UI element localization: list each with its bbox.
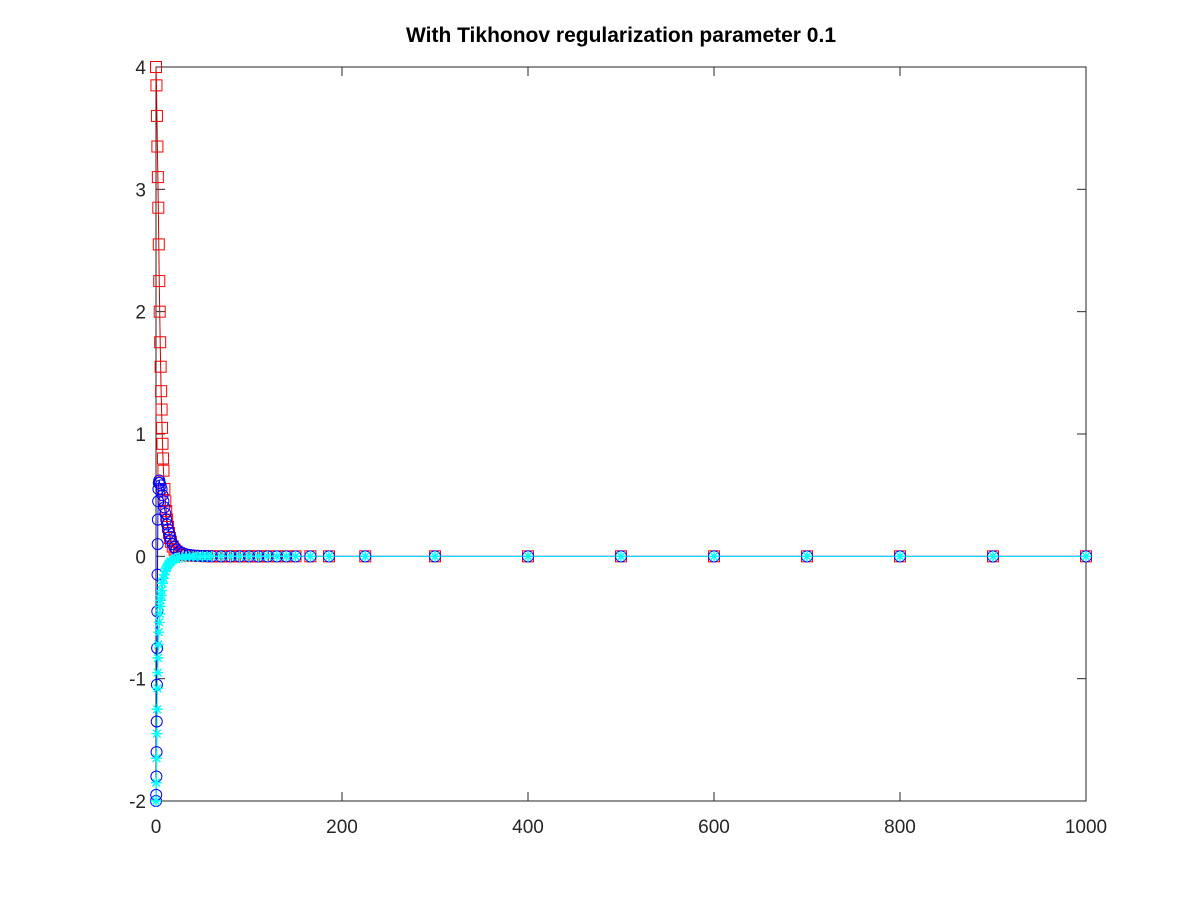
- series-line-star: [155, 555, 1086, 802]
- data-point-square: [156, 437, 169, 450]
- data-point-star: [262, 550, 274, 562]
- y-tick-label: 0: [135, 547, 146, 568]
- chart-title: With Tikhonov regularization parameter 0…: [406, 24, 836, 47]
- data-point-star: [243, 550, 255, 562]
- data-point-star: [522, 550, 534, 562]
- data-point-star: [987, 550, 999, 562]
- axes-frame: [155, 66, 1087, 802]
- x-tick-label: 0: [151, 817, 162, 838]
- data-point-star: [215, 550, 227, 562]
- data-point-star: [170, 552, 182, 564]
- data-point-square: [155, 403, 168, 416]
- data-point-star: [157, 577, 169, 589]
- data-point-star: [151, 752, 163, 764]
- data-point-square: [154, 360, 167, 373]
- data-point-square: [155, 385, 168, 398]
- x-tick-label: 1000: [1065, 817, 1107, 838]
- series-line-square: [155, 66, 1086, 557]
- data-point-circle: [151, 513, 164, 526]
- data-point-star: [151, 682, 163, 694]
- data-point-star: [157, 572, 169, 584]
- data-point-circle: [158, 501, 171, 514]
- data-point-star: [359, 550, 371, 562]
- data-point-circle: [152, 495, 165, 508]
- data-point-star: [234, 550, 246, 562]
- data-point-square: [151, 171, 164, 184]
- data-point-star: [224, 550, 236, 562]
- data-point-star: [252, 550, 264, 562]
- series-lines: [155, 66, 1086, 802]
- data-point-star: [615, 550, 627, 562]
- data-point-star: [206, 550, 218, 562]
- data-point-square: [156, 421, 169, 434]
- data-point-star: [159, 565, 171, 577]
- data-point-star: [280, 550, 292, 562]
- data-point-circle: [161, 518, 174, 531]
- data-point-star: [158, 569, 170, 581]
- data-point-square: [153, 275, 166, 288]
- data-point-square: [152, 201, 165, 214]
- plot-box: [155, 66, 1087, 802]
- axis-ticks: 0 200 400 600 800 1000 -2 -1 0 1 2 3 4: [129, 58, 1107, 838]
- data-point-star: [150, 795, 162, 807]
- data-point-square: [150, 109, 163, 122]
- data-point-circle: [168, 541, 181, 554]
- data-point-star: [152, 667, 164, 679]
- data-point-star: [801, 550, 813, 562]
- data-point-star: [152, 652, 164, 664]
- y-tick-label: 4: [135, 58, 146, 79]
- data-point-star: [151, 703, 163, 715]
- data-point-star: [323, 550, 335, 562]
- data-point-star: [271, 550, 283, 562]
- data-point-star: [151, 728, 163, 740]
- data-point-star: [290, 550, 301, 562]
- data-point-square: [150, 61, 162, 73]
- y-tick-label: -2: [129, 792, 146, 813]
- x-tick-label: 400: [512, 817, 544, 838]
- data-point-circle: [151, 538, 164, 551]
- x-tick-label: 600: [698, 817, 730, 838]
- data-point-star: [156, 585, 168, 597]
- series-line-circle: [155, 480, 1086, 802]
- data-point-star: [169, 553, 181, 565]
- data-point-square: [156, 452, 169, 465]
- data-point-star: [153, 626, 165, 638]
- data-point-star: [152, 638, 164, 650]
- x-tick-label: 800: [884, 817, 916, 838]
- data-markers: [150, 61, 1092, 807]
- y-tick-label: 2: [135, 303, 146, 324]
- y-tick-label: 1: [135, 425, 146, 446]
- data-point-square: [151, 140, 164, 153]
- data-point-star: [154, 608, 166, 620]
- data-point-circle: [157, 495, 170, 508]
- data-point-star: [153, 616, 165, 628]
- data-point-star: [429, 550, 441, 562]
- data-point-square: [153, 305, 166, 318]
- data-point-star: [154, 600, 166, 612]
- y-tick-label: 3: [135, 180, 146, 201]
- data-point-circle: [156, 489, 169, 502]
- data-point-circle: [152, 483, 165, 496]
- x-tick-label: 200: [326, 817, 358, 838]
- data-point-square: [152, 238, 165, 251]
- data-point-star: [304, 550, 316, 562]
- data-point-square: [150, 79, 163, 92]
- data-point-star: [1080, 550, 1092, 562]
- data-point-star: [894, 550, 906, 562]
- data-point-circle: [160, 513, 173, 526]
- y-tick-label: -1: [129, 670, 146, 691]
- data-point-star: [708, 550, 720, 562]
- data-point-circle: [155, 483, 168, 496]
- data-point-circle: [150, 715, 163, 728]
- data-point-square: [154, 336, 167, 349]
- data-point-star: [150, 777, 162, 789]
